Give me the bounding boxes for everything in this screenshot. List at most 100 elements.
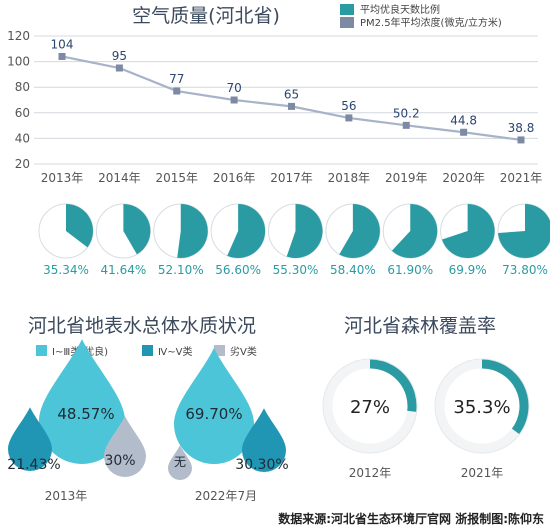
legend-label-good-days: 平均优良天数比例 [360, 3, 440, 16]
pie-value-label: 55.30% [273, 263, 319, 277]
pie-slice [227, 204, 266, 258]
pm25-data-label: 70 [226, 81, 241, 95]
pm25-point [115, 64, 123, 72]
water-value-label: 无 [174, 455, 186, 469]
ring-year-label: 2012年 [349, 466, 392, 480]
pie-value-label: 73.80% [502, 263, 548, 277]
pie-slice [498, 204, 550, 258]
water-group-label: 2022年7月 [195, 489, 257, 503]
pm25-data-label: 56 [341, 99, 356, 113]
pie-value-label: 35.34% [43, 263, 89, 277]
pm25-data-label: 44.8 [450, 113, 477, 127]
pie-value-label: 61.90% [387, 263, 433, 277]
good-days-pie-2: 41.64% [95, 203, 151, 277]
water-group-2: 69.70% 30.30% 无 2022年7月 [168, 348, 289, 503]
pie-value-label: 52.10% [158, 263, 204, 277]
air-quality-title: 空气质量(河北省) [132, 5, 280, 27]
y-tick-label: 60 [15, 106, 30, 120]
pie-slice [339, 204, 380, 259]
good-days-pie-5: 55.30% [268, 203, 323, 277]
pm25-data-label: 50.2 [393, 106, 420, 120]
y-axis-ticks: 120 100 80 60 40 20 [7, 29, 30, 171]
forest-ring-2: 35.3% 2021年 [434, 358, 530, 480]
water-value-label: 30.30% [235, 457, 288, 473]
pm25-point [230, 96, 238, 104]
legend-label-pm25: PM2.5年平均浓度(微克/立方米) [360, 16, 502, 29]
source-credit: 数据来源:河北省生态环境厅官网 浙报制图:陈仰东 [278, 511, 544, 526]
pm25-series: 104 95 77 70 65 56 50.2 44.8 38.8 [51, 37, 535, 144]
water-quality-drops: 48.57% 21.43% 30% 2013年 69.70% 30.30% 无 2022年7月 [7, 339, 289, 503]
water-value-label: 48.57% [57, 405, 114, 423]
ring-arc [481, 359, 529, 435]
good-days-pie-9: 73.80% [497, 203, 550, 277]
x-tick-label: 2016年 [213, 171, 256, 185]
pie-value-label: 69.9% [449, 263, 487, 277]
legend-swatch-below-5 [214, 345, 225, 356]
pm25-point [58, 52, 66, 60]
good-days-pie-3: 52.10% [153, 203, 209, 277]
pie-slice [391, 204, 438, 258]
legend-swatch-pm25 [340, 17, 354, 28]
good-days-pie-8: 69.9% [440, 203, 496, 277]
drop-class-4-5 [8, 407, 52, 471]
y-tick-label: 20 [15, 157, 30, 171]
ring-value-label: 27% [350, 397, 390, 418]
good-days-pie-6: 58.40% [325, 203, 381, 277]
surface-water-legend: Ⅰ~Ⅲ类(优良) Ⅳ~Ⅴ类 劣Ⅴ类 [36, 345, 257, 358]
water-value-label: 69.70% [185, 405, 242, 423]
pm25-data-label: 95 [112, 49, 127, 63]
pie-slice [286, 204, 323, 258]
drop-class-4-5 [242, 408, 286, 472]
pm25-point [517, 136, 525, 144]
pm25-data-label: 104 [51, 37, 74, 51]
drop-class-1-3 [174, 348, 254, 464]
ring-value-label: 35.3% [453, 397, 510, 418]
good-days-pie-1: 35.34% [38, 203, 94, 277]
x-tick-label: 2014年 [98, 171, 141, 185]
x-tick-label: 2013年 [41, 171, 84, 185]
air-quality-legend: 平均优良天数比例 PM2.5年平均浓度(微克/立方米) [340, 3, 502, 29]
good-days-pie-4: 56.60% [210, 203, 266, 277]
water-value-label: 21.43% [7, 457, 60, 473]
pm25-point [288, 102, 295, 110]
pie-slice [66, 204, 93, 248]
forest-cover-title: 河北省森林覆盖率 [344, 315, 496, 337]
legend-swatch-class-1-3 [36, 345, 47, 356]
legend-swatch-class-4-5 [142, 345, 153, 356]
good-days-pies: 35.34% 41.64% 52.10% 56.60% 55.30% 58.40% 61.9… [38, 203, 550, 277]
pie-value-label: 58.40% [330, 263, 376, 277]
pie-slice [177, 204, 208, 259]
water-group-label: 2013年 [45, 489, 88, 503]
ring-outline [434, 358, 530, 454]
pie-slice [441, 204, 495, 258]
y-tick-label: 40 [15, 131, 30, 145]
forest-cover-rings: 27% 2012年 35.3% 2021年 [322, 358, 530, 480]
drop-below-5 [104, 416, 146, 477]
x-tick-label: 2020年 [442, 171, 485, 185]
x-tick-label: 2019年 [385, 171, 428, 185]
x-tick-label: 2021年 [500, 171, 543, 185]
line-chart-grid [34, 35, 538, 165]
pie-slice [123, 204, 151, 255]
drop-class-1-3 [39, 339, 125, 464]
surface-water-title: 河北省地表水总体水质状况 [28, 315, 256, 337]
legend-label-class-4-5: Ⅳ~Ⅴ类 [158, 345, 192, 358]
pie-value-label: 41.64% [100, 263, 146, 277]
legend-swatch-good-days [340, 4, 354, 15]
pie-value-label: 56.60% [215, 263, 261, 277]
y-tick-label: 100 [7, 55, 30, 69]
ring-year-label: 2021年 [461, 466, 504, 480]
pm25-point [402, 121, 410, 129]
pm25-point [345, 114, 353, 122]
pm25-data-label: 38.8 [508, 121, 535, 135]
ring-outline [322, 358, 418, 454]
x-tick-label: 2015年 [155, 171, 198, 185]
x-tick-label: 2017年 [270, 171, 313, 185]
legend-label-below-5: 劣Ⅴ类 [230, 345, 257, 358]
drop-below-5 [168, 445, 192, 480]
y-tick-label: 80 [15, 80, 30, 94]
pm25-point [460, 128, 468, 136]
water-value-label: 30% [104, 453, 135, 469]
good-days-pie-7: 61.90% [382, 203, 438, 277]
